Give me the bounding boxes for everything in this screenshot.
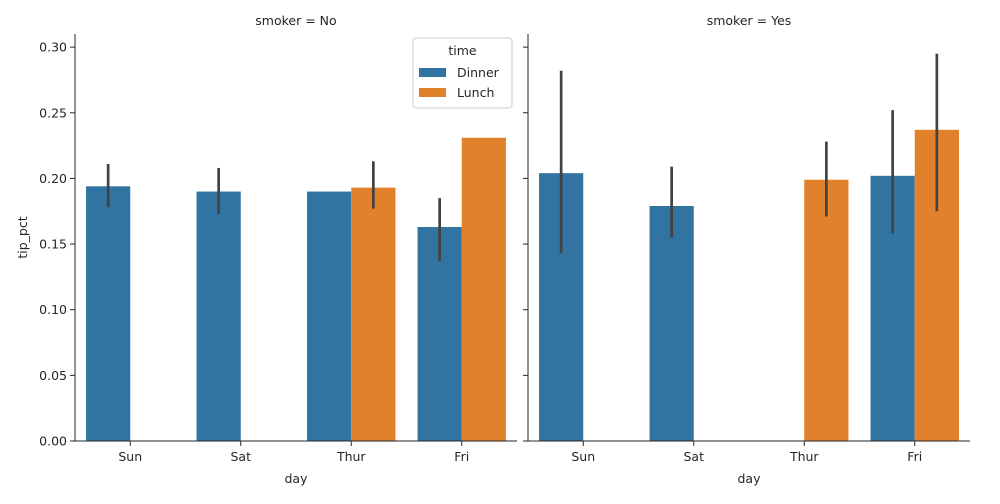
legend-swatch-dinner xyxy=(419,68,446,77)
y-tick-label: 0.10 xyxy=(39,302,67,317)
panel-yes-x-tick-label: Fri xyxy=(907,449,922,464)
panel-no-x-tick-label: Fri xyxy=(454,449,469,464)
panel-no-bar-dinner-sat xyxy=(196,191,241,441)
y-tick-label: 0.20 xyxy=(39,171,67,186)
panel-yes-x-tick-label: Sat xyxy=(684,449,705,464)
legend-swatch-lunch xyxy=(419,88,446,97)
panel-no-x-axis-title: day xyxy=(285,471,309,486)
y-tick-label: 0.00 xyxy=(39,434,67,449)
panel-no-bar-dinner-fri xyxy=(417,226,462,441)
y-tick-label: 0.05 xyxy=(39,368,67,383)
panel-no-bar-lunch-thur xyxy=(351,187,396,441)
y-tick-label: 0.30 xyxy=(39,40,67,55)
legend-title: time xyxy=(448,43,477,58)
panel-no-bar-dinner-thur xyxy=(307,191,352,441)
y-tick-label: 0.15 xyxy=(39,237,67,252)
panel-yes-x-axis-title: day xyxy=(738,471,762,486)
panel-no-x-tick-label: Sat xyxy=(231,449,252,464)
legend-label-lunch: Lunch xyxy=(457,85,494,100)
panel-no-bar-dinner-sun xyxy=(86,186,131,441)
legend-label-dinner: Dinner xyxy=(457,65,500,80)
panel-yes-bar-dinner-sat xyxy=(649,205,694,441)
panel-no-bar-lunch-fri xyxy=(461,137,506,441)
panel-yes-bar-lunch-thur xyxy=(804,179,849,442)
panel-no-x-tick-label: Thur xyxy=(336,449,366,464)
y-tick-label: 0.25 xyxy=(39,105,67,120)
panel-yes-title: smoker = Yes xyxy=(707,13,792,28)
panel-no-x-tick-label: Sun xyxy=(118,449,142,464)
panel-yes-x-tick-label: Sun xyxy=(571,449,595,464)
panel-yes-x-tick-label: Thur xyxy=(789,449,819,464)
y-axis-title: tip_pct xyxy=(15,216,30,258)
panel-no-title: smoker = No xyxy=(255,13,336,28)
